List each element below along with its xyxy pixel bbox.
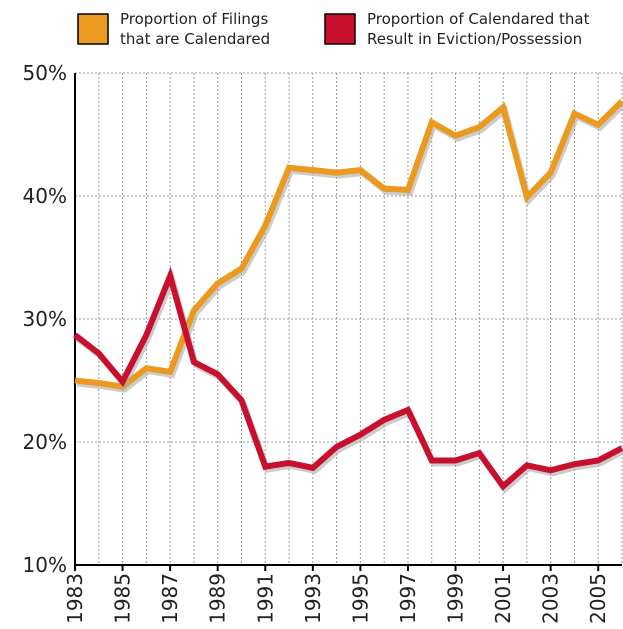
legend-label: Proportion of Calendared that Result in E… [367, 10, 590, 48]
series-line [74, 99, 623, 390]
y-tick-label: 20% [23, 430, 67, 454]
series-line [73, 266, 623, 491]
x-tick-label: 1985 [111, 573, 135, 624]
y-tick-label: 40% [23, 184, 67, 208]
x-tick-label: 2001 [491, 573, 515, 624]
y-tick-label: 10% [23, 553, 67, 577]
line-shadow [76, 102, 623, 393]
x-tick-label: 1987 [158, 573, 182, 624]
x-tick-label: 1993 [301, 573, 325, 624]
y-tick-label: 30% [23, 307, 67, 331]
legend-swatch [324, 13, 356, 45]
legend-label: Proportion of Filings that are Calendared [120, 10, 270, 48]
x-tick-label: 1983 [63, 573, 87, 624]
x-tick-label: 1989 [206, 573, 230, 624]
x-tick-label: 1991 [253, 573, 277, 624]
x-tick-label: 1995 [348, 573, 372, 624]
y-tick-label: 50% [23, 61, 67, 85]
x-tick-label: 2003 [539, 573, 563, 624]
x-tick-label: 1999 [444, 573, 468, 624]
x-tick-label: 1997 [396, 573, 420, 624]
legend-swatch [77, 13, 109, 45]
x-tick-label: 2005 [586, 573, 610, 624]
